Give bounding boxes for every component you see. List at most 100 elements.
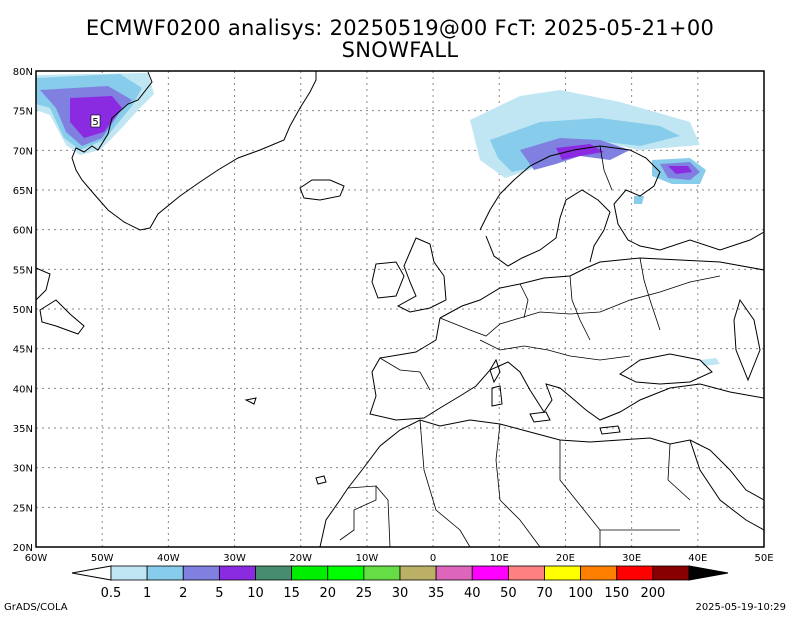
map-subtitle: SNOWFALL — [341, 38, 459, 62]
colorbar-swatch — [182, 565, 220, 581]
snow-region-kola-5 — [668, 166, 692, 174]
border-line — [439, 275, 721, 337]
longitude-label: 10W — [356, 553, 379, 564]
sicily-coast — [529, 411, 551, 423]
snowfall-shading — [36, 73, 720, 366]
latitude-label: 75N — [13, 107, 33, 118]
latitude-label: 40N — [13, 384, 33, 395]
border-line — [339, 485, 377, 541]
colorbar — [71, 565, 729, 581]
colorbar-label: 70 — [536, 586, 553, 601]
longitude-label: 40E — [688, 553, 707, 564]
map-title: ECMWF0200 analisys: 20250519@00 FcT: 202… — [85, 16, 715, 40]
latitude-label: 25N — [13, 503, 33, 514]
colorbar-swatch — [363, 565, 401, 581]
latitude-label: 60N — [13, 226, 33, 237]
longitude-label: 20W — [289, 553, 312, 564]
latitude-label: 65N — [13, 186, 33, 197]
border-line — [419, 419, 471, 548]
sweden-coast — [485, 189, 611, 267]
greenland-coast — [71, 71, 317, 231]
longitude-labels: 60W 50W 40W 30W 20W 10W 0 10E 20E 30E 40E 50E — [25, 553, 774, 564]
colorbar-swatch — [327, 565, 365, 581]
coastlines — [35, 71, 765, 548]
border-line — [639, 257, 661, 331]
colorbar-swatch — [507, 565, 545, 581]
colorbar-swatch — [652, 565, 690, 581]
contour-label-box — [90, 114, 101, 128]
border-line — [569, 275, 591, 341]
border-line — [479, 339, 631, 361]
black-sea-coast — [619, 353, 713, 385]
contour-label: 5 — [92, 117, 98, 128]
caspian-coast — [733, 298, 761, 382]
britain-coast — [396, 237, 447, 313]
border-line — [495, 423, 541, 548]
colorbar-swatch — [435, 565, 473, 581]
latitude-label: 45N — [13, 345, 33, 356]
border-line — [375, 485, 391, 548]
latitude-label: 55N — [13, 265, 33, 276]
colorbar-swatch — [255, 565, 293, 581]
mediterranean-north-coast — [369, 317, 765, 421]
sardinia-coast — [491, 385, 503, 407]
longitude-label: 60W — [25, 553, 48, 564]
colorbar-label: 50 — [500, 586, 517, 601]
longitude-label: 50E — [754, 553, 773, 564]
colorbar-label: 100 — [568, 586, 593, 601]
footer-credit: GrADS/COLA — [4, 602, 68, 613]
colorbar-label: 30 — [392, 586, 409, 601]
footer-timestamp: 2025-05-19-10:29 — [695, 602, 786, 613]
colorbar-swatch — [580, 565, 618, 581]
ireland-coast — [371, 261, 405, 299]
west-africa-coast — [319, 487, 349, 548]
snow-region-norway-5 — [556, 144, 604, 160]
canada-coast — [35, 267, 51, 301]
latitude-label: 50N — [13, 305, 33, 316]
border-line — [667, 443, 691, 501]
corsica-coast — [489, 358, 501, 384]
colorbar-labels: 0.5 1 2 5 10 15 20 25 30 35 40 50 70 100 150 200 — [101, 586, 666, 601]
border-line — [559, 440, 601, 547]
border-line — [519, 283, 529, 319]
colorbar-label: 200 — [640, 586, 665, 601]
border-line — [599, 145, 613, 191]
colorbar-label: 1 — [143, 586, 151, 601]
colorbar-label: 0.5 — [101, 586, 122, 601]
colorbar-swatch — [399, 565, 437, 581]
border-line — [379, 357, 431, 391]
latitude-label: 35N — [13, 424, 33, 435]
colorbar-label: 2 — [179, 586, 187, 601]
scandinavia-coast — [479, 145, 765, 251]
canary-coast — [315, 475, 327, 485]
colorbar-max-arrow — [688, 565, 729, 581]
colorbar-swatch — [110, 565, 148, 581]
latitude-labels: 80N 75N 70N 65N 60N 55N 50N 45N 40N 35N 30N 25N 20N — [13, 67, 33, 554]
colorbar-label: 20 — [319, 586, 336, 601]
longitude-label: 10E — [490, 553, 509, 564]
longitude-label: 40W — [157, 553, 180, 564]
longitude-label: 0 — [430, 553, 436, 564]
colorbar-label: 10 — [247, 586, 264, 601]
longitude-label: 30W — [223, 553, 246, 564]
longitude-label: 30E — [622, 553, 641, 564]
newfoundland-coast — [39, 299, 85, 335]
latitude-label: 80N — [13, 67, 33, 78]
colorbar-min-arrow — [71, 565, 112, 581]
country-borders — [339, 145, 721, 548]
colorbar-swatch — [218, 565, 256, 581]
snow-region-small — [634, 196, 644, 204]
colorbar-label: 150 — [604, 586, 629, 601]
colorbar-swatch — [146, 565, 184, 581]
colorbar-swatch — [544, 565, 582, 581]
snow-region-caucasus — [700, 358, 720, 366]
map-border — [35, 70, 765, 548]
iceland-coast — [299, 179, 345, 201]
longitude-label: 20E — [556, 553, 575, 564]
longitude-label: 50W — [91, 553, 114, 564]
colorbar-label: 25 — [356, 586, 373, 601]
crete-coast — [599, 425, 621, 435]
colorbar-swatch — [471, 565, 509, 581]
colorbar-label: 5 — [215, 586, 223, 601]
